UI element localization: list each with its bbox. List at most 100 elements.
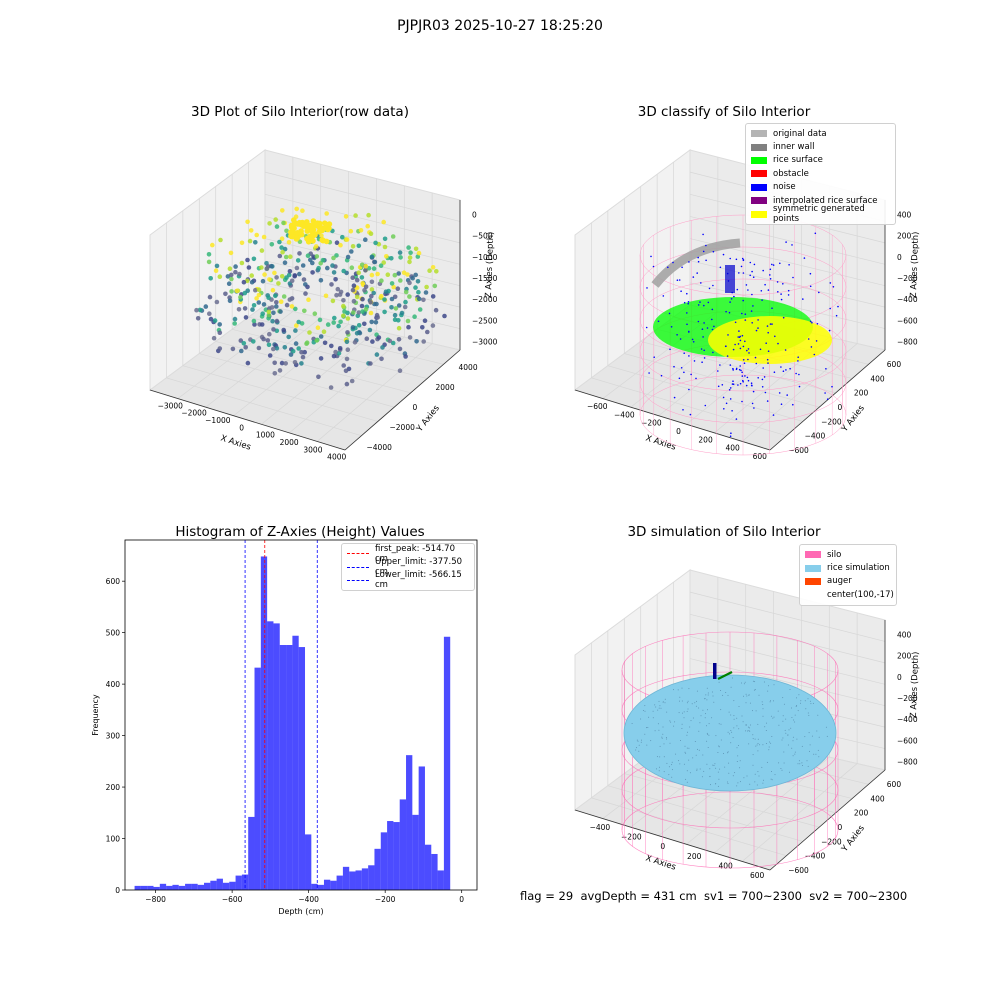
rice-grid-point xyxy=(696,768,698,770)
rice-grid-point xyxy=(683,717,685,719)
rice-grid-point xyxy=(666,738,668,740)
rice-grid-point xyxy=(698,707,700,709)
rice-grid-point xyxy=(774,774,776,776)
noise-point xyxy=(780,366,782,368)
legend-label: rice surface xyxy=(773,155,823,166)
noise-point xyxy=(762,269,764,272)
classify-z-tick-label: −200 xyxy=(897,274,918,283)
raw-point xyxy=(378,263,384,268)
raw-z-axis-label: Z Axies (Depth) xyxy=(484,231,496,298)
rice-grid-point xyxy=(687,700,689,702)
rice-grid-point xyxy=(805,708,807,710)
simulation-legend-item: silo xyxy=(805,548,891,561)
noise-point xyxy=(657,320,660,323)
classify-y-tick-label: 200 xyxy=(854,389,869,398)
raw-point xyxy=(234,288,240,294)
raw-point xyxy=(304,219,310,225)
noise-point xyxy=(712,351,714,354)
raw-point xyxy=(284,302,290,308)
raw-point xyxy=(249,273,254,278)
rice-grid-point xyxy=(737,782,739,784)
legend-swatch xyxy=(805,591,821,598)
noise-point xyxy=(729,364,732,366)
rice-grid-point xyxy=(796,697,797,699)
rice-grid-point xyxy=(809,744,811,746)
noise-point xyxy=(828,329,831,332)
rice-grid-point xyxy=(657,709,659,711)
noise-point xyxy=(646,287,648,289)
histogram-legend-item: Upper_limit: -377.50 cm xyxy=(347,557,469,577)
noise-point xyxy=(743,362,746,364)
histogram-bar xyxy=(380,832,388,890)
rice-grid-point xyxy=(748,743,750,745)
noise-point xyxy=(706,327,709,329)
noise-point xyxy=(769,274,771,276)
raw-point xyxy=(385,272,391,277)
raw-point xyxy=(403,354,408,359)
rice-grid-point xyxy=(755,745,757,747)
simulation-z-tick-label: 200 xyxy=(897,652,912,661)
simulation-y-tick-label: 400 xyxy=(870,794,885,803)
raw-point xyxy=(273,293,278,299)
raw-point xyxy=(229,272,234,278)
rice-grid-point xyxy=(758,775,760,777)
histogram-y-tick-label: 300 xyxy=(106,732,121,741)
raw-point xyxy=(321,329,327,334)
raw-point xyxy=(239,240,245,246)
noise-point xyxy=(731,410,733,412)
raw-point xyxy=(278,309,283,314)
rice-grid-point xyxy=(678,760,680,762)
raw-point xyxy=(384,254,389,259)
raw-point xyxy=(230,346,236,352)
raw-point xyxy=(307,222,314,229)
raw-point xyxy=(283,361,288,366)
raw-point xyxy=(332,315,337,321)
noise-point xyxy=(676,279,679,281)
raw-point xyxy=(352,340,358,345)
noise-point xyxy=(729,301,731,303)
rice-grid-point xyxy=(646,744,648,746)
noise-point xyxy=(703,322,705,324)
rice-grid-point xyxy=(770,742,772,744)
raw-point xyxy=(395,286,401,291)
noise-point xyxy=(735,258,738,261)
noise-point xyxy=(785,241,787,243)
raw-point xyxy=(260,278,266,284)
noise-point xyxy=(772,414,775,416)
legend-label: original data xyxy=(773,128,827,139)
raw-point xyxy=(442,313,447,319)
histogram-x-tick-label: 0 xyxy=(459,895,464,904)
noise-point xyxy=(763,376,766,378)
rice-grid-point xyxy=(752,738,754,740)
rice-grid-point xyxy=(713,701,715,703)
rice-grid-point xyxy=(747,726,749,728)
raw-point xyxy=(265,338,271,343)
rice-grid-point xyxy=(669,742,671,744)
rice-grid-point xyxy=(792,740,794,742)
noise-point xyxy=(766,358,769,361)
raw-point xyxy=(390,340,396,346)
simulation-x-axis-label: X Axies xyxy=(644,853,677,872)
raw-point xyxy=(354,294,360,300)
raw-point xyxy=(243,315,249,320)
noise-point xyxy=(741,375,744,377)
noise-point xyxy=(648,372,650,374)
simulation-x-tick-label: −200 xyxy=(621,832,642,841)
histogram-bar xyxy=(323,879,331,890)
noise-point xyxy=(688,261,690,263)
histogram-bar xyxy=(342,866,350,890)
raw-point xyxy=(408,250,413,255)
raw-point xyxy=(217,274,223,279)
symmetric-points-region xyxy=(708,316,832,364)
raw-point xyxy=(396,271,402,276)
noise-point xyxy=(749,261,752,264)
classify-legend-item: interpolated rice surface xyxy=(751,194,890,207)
rice-grid-point xyxy=(785,718,787,720)
rice-grid-point xyxy=(791,707,792,709)
raw-point xyxy=(360,296,365,302)
rice-grid-point xyxy=(758,694,760,696)
rice-grid-point xyxy=(707,692,709,694)
rice-grid-point xyxy=(666,762,668,764)
raw-plot-title: 3D Plot of Silo Interior(row data) xyxy=(191,104,409,120)
histogram-chart: −800 −600 −400 −200 0 0 100 200 300 400 500 600 Dept… xyxy=(91,539,478,916)
